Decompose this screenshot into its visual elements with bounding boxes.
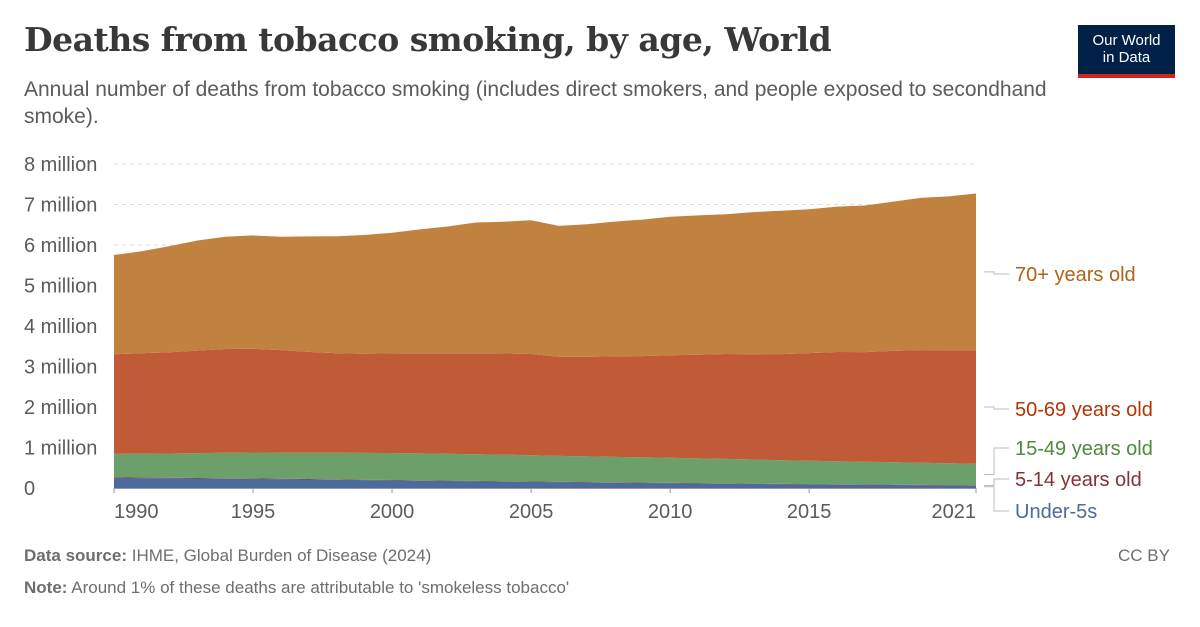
note-label: Note:: [24, 578, 68, 597]
y-tick-label: 8 million: [24, 154, 97, 176]
y-tick-label: 4 million: [24, 316, 97, 338]
y-tick-label: 5 million: [24, 276, 97, 298]
x-tick-label: 2005: [509, 501, 554, 523]
leader-line-50-69-years-old: [984, 406, 1009, 410]
x-tick-label: 1995: [231, 501, 276, 523]
x-tick-label: 2000: [370, 501, 415, 523]
chart-note: Note: Around 1% of these deaths are attr…: [24, 578, 569, 598]
y-tick-label: 3 million: [24, 357, 97, 379]
leader-line-5-14-years-old: [984, 478, 1009, 486]
area-50-69-years-old[interactable]: [114, 348, 976, 464]
data-source-text[interactable]: IHME, Global Burden of Disease (2024): [131, 546, 432, 565]
series-labels: Under-5s 5-14 years old 15-49 years old 50-…: [984, 264, 1153, 523]
y-tick-label: 1 million: [24, 438, 97, 460]
axes: 0 1 million 2 million 3 million 4 million 5 m…: [24, 154, 977, 523]
data-source: Data source: IHME, Global Burden of Dise…: [24, 546, 431, 566]
chart-subtitle: Annual number of deaths from tobacco smo…: [24, 78, 1047, 128]
y-tick-label: 0: [24, 478, 35, 500]
leader-line-under-5s: [984, 486, 1009, 512]
series-label-15-49-years-old[interactable]: 15-49 years old: [1015, 438, 1153, 460]
x-tick-label: 2015: [787, 501, 832, 523]
x-tick-label: 2010: [648, 501, 693, 523]
x-tick-label: 1990: [114, 501, 159, 523]
x-tick-label: 2021: [932, 501, 977, 523]
chart-title: Deaths from tobacco smoking, by age, Wor…: [24, 20, 832, 59]
area-5-14-years-old[interactable]: [114, 477, 976, 486]
area-15-49-years-old[interactable]: [114, 452, 976, 486]
logo-line-1: Our World: [1092, 32, 1161, 49]
note-text: Around 1% of these deaths are attributab…: [71, 578, 570, 597]
series-label-70-years-old[interactable]: 70+ years old: [1015, 264, 1136, 286]
data-source-label: Data source:: [24, 546, 127, 565]
series-label-50-69-years-old[interactable]: 50-69 years old: [1015, 399, 1153, 421]
logo-line-2: in Data: [1102, 49, 1151, 66]
leader-line-70-years-old: [984, 271, 1009, 275]
stacked-area-chart: 0 1 million 2 million 3 million 4 million 5 m…: [24, 154, 1153, 523]
leader-line-15-49-years-old: [984, 447, 1009, 475]
area-series: [114, 193, 976, 488]
owid-logo[interactable]: Our World in Data: [1078, 25, 1175, 78]
license-link[interactable]: CC BY: [1118, 546, 1170, 565]
series-label-5-14-years-old[interactable]: 5-14 years old: [1015, 469, 1142, 491]
y-tick-label: 7 million: [24, 195, 97, 217]
area-under-5s[interactable]: [114, 477, 976, 488]
y-tick-label: 2 million: [24, 397, 97, 419]
area-70-years-old[interactable]: [114, 193, 976, 357]
y-tick-label: 6 million: [24, 235, 97, 257]
series-label-under-5s[interactable]: Under-5s: [1015, 501, 1097, 523]
